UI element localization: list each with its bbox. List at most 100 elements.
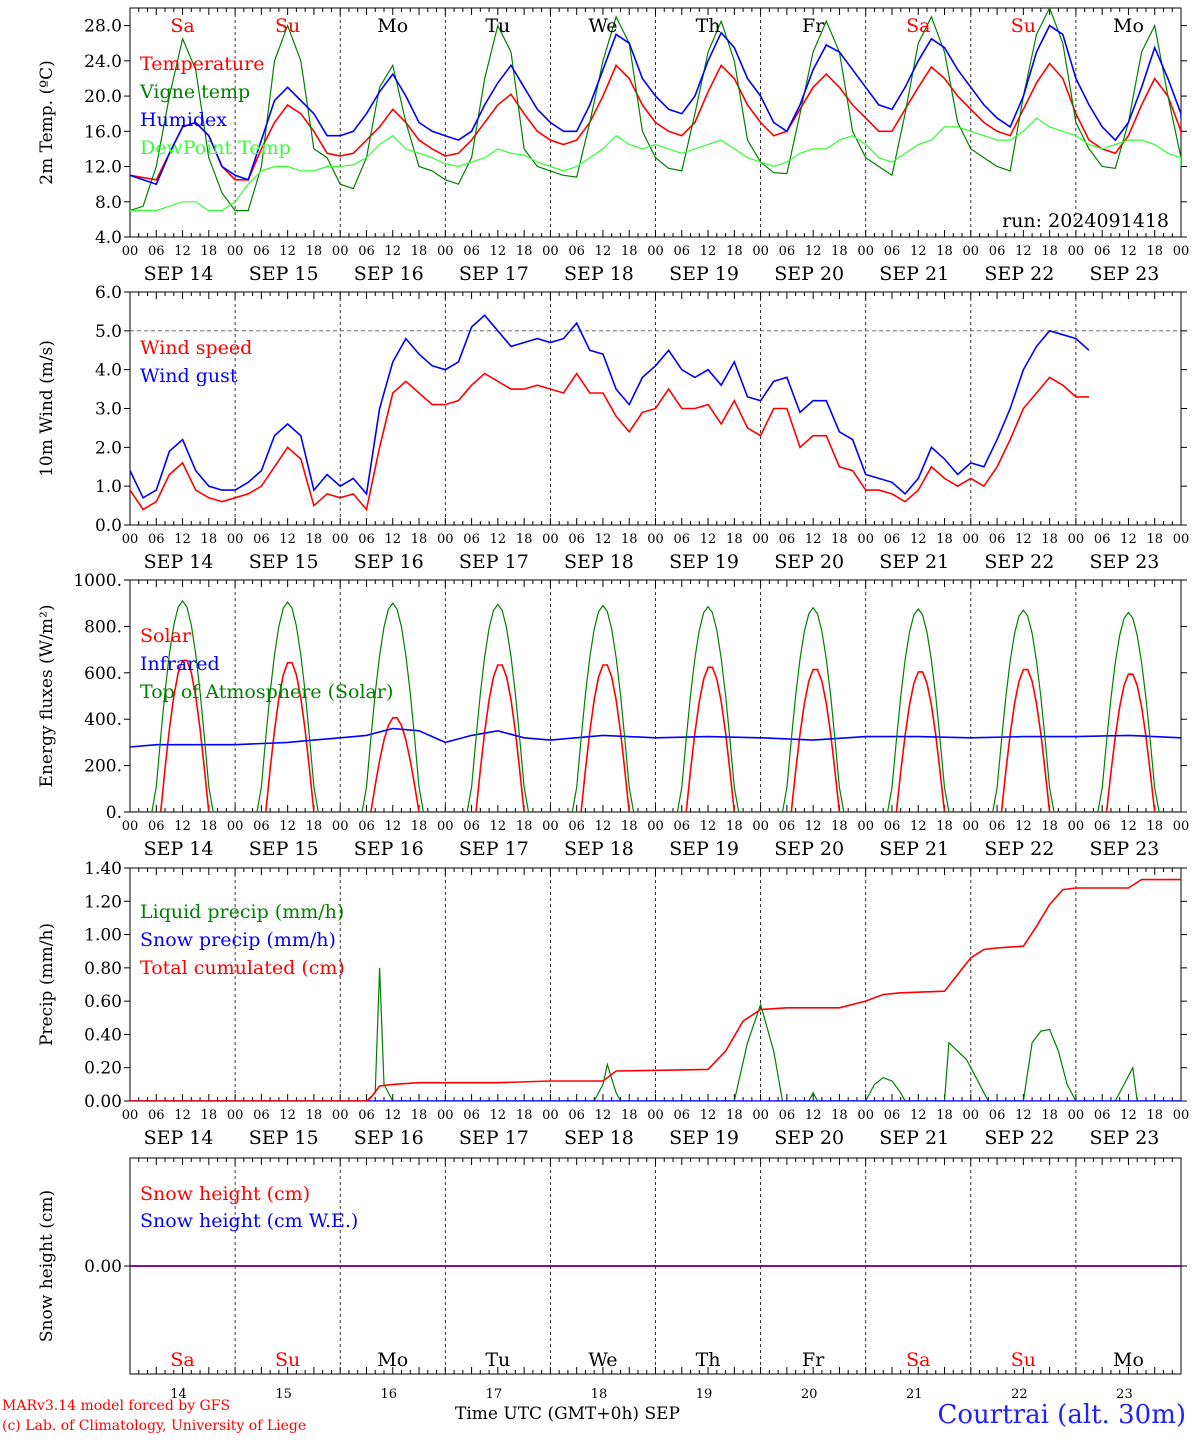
dow-label: We	[588, 1349, 617, 1371]
hour-tick-label: 12	[174, 819, 191, 834]
hour-tick-label: 06	[463, 1108, 480, 1123]
hour-tick-label: 18	[306, 819, 323, 834]
date-label: SEP 15	[249, 551, 319, 573]
y-tick-label: 0.20	[84, 1059, 122, 1079]
date-label: SEP 18	[564, 263, 634, 285]
hour-tick-label: 00	[1173, 1108, 1190, 1123]
hour-tick-label: 12	[1120, 244, 1137, 259]
date-label: SEP 17	[459, 1127, 529, 1149]
y-tick-label: 0.	[106, 803, 122, 823]
hour-tick-label: 00	[1068, 819, 1085, 834]
hour-tick-label: 00	[227, 244, 244, 259]
hour-tick-label: 00	[542, 1108, 559, 1123]
series-group	[130, 314, 1090, 512]
hour-tick-label: 12	[700, 819, 717, 834]
date-label: SEP 18	[564, 551, 634, 573]
date-label: SEP 21	[879, 551, 949, 573]
hour-tick-label: 06	[568, 819, 585, 834]
y-tick-label: 1000.	[73, 571, 122, 591]
date-label: SEP 18	[564, 838, 634, 860]
series-humidex	[130, 24, 1181, 186]
hour-tick-label: 18	[1041, 1108, 1058, 1123]
date-label: SEP 21	[879, 1127, 949, 1149]
hour-tick-label: 00	[963, 819, 980, 834]
hour-tick-label: 18	[411, 819, 428, 834]
legend-entry: Wind gust	[140, 365, 238, 387]
hour-tick-label: 00	[227, 819, 244, 834]
hour-tick-label: 00	[122, 532, 139, 547]
date-label: SEP 14	[144, 263, 214, 285]
hour-tick-label: 12	[1015, 819, 1032, 834]
hour-tick-label: 12	[910, 244, 927, 259]
y-tick-label: 20.0	[84, 87, 122, 107]
hour-tick-label: 06	[253, 532, 270, 547]
hour-tick-label: 00	[752, 532, 769, 547]
model-credit: MARv3.14 model forced by GFS	[2, 1398, 231, 1414]
hour-tick-label: 18	[411, 244, 428, 259]
day-number-label: 14	[170, 1387, 187, 1402]
y-tick-label: 0.40	[84, 1025, 122, 1045]
hour-tick-label: 00	[963, 532, 980, 547]
y-axis-label: Snow height (cm)	[37, 1190, 57, 1342]
y-tick-label: 0.80	[84, 959, 122, 979]
legend-entry: Liquid precip (mm/h)	[140, 901, 344, 923]
day-number-label: 22	[1011, 1387, 1028, 1402]
date-label: SEP 20	[774, 838, 844, 860]
hour-tick-label: 18	[306, 244, 323, 259]
hour-tick-label: 18	[411, 532, 428, 547]
hour-tick-label: 00	[122, 1108, 139, 1123]
run-label: run: 2024091418	[1002, 210, 1169, 232]
series-top-of-atmosphere-solar	[130, 599, 1181, 812]
hour-tick-label: 00	[122, 819, 139, 834]
dow-label: Sa	[906, 1349, 930, 1371]
y-tick-label: 600.	[84, 664, 122, 684]
hour-tick-label: 18	[726, 244, 743, 259]
hour-tick-label: 00	[963, 1108, 980, 1123]
legend-entry: Snow height (cm W.E.)	[140, 1210, 358, 1232]
date-label: SEP 23	[1090, 551, 1160, 573]
hour-tick-label: 06	[358, 244, 375, 259]
legend-entry: Total cumulated (cm)	[140, 957, 345, 979]
hour-tick-label: 06	[148, 819, 165, 834]
hour-tick-label: 06	[463, 819, 480, 834]
hour-tick-label: 12	[595, 819, 612, 834]
date-label: SEP 22	[984, 1127, 1054, 1149]
legend-entry: Solar	[140, 625, 192, 647]
hour-tick-label: 00	[1068, 1108, 1085, 1123]
hour-tick-label: 12	[384, 532, 401, 547]
hour-tick-label: 06	[674, 1108, 691, 1123]
date-label: SEP 14	[144, 1127, 214, 1149]
y-tick-label: 1.40	[84, 859, 122, 879]
dow-label: Th	[696, 1349, 721, 1371]
hour-tick-label: 06	[1094, 819, 1111, 834]
hour-tick-label: 00	[647, 1108, 664, 1123]
hour-tick-label: 00	[647, 819, 664, 834]
hour-tick-label: 06	[568, 244, 585, 259]
hour-tick-label: 00	[752, 244, 769, 259]
dow-label: Mo	[377, 15, 408, 37]
hour-tick-label: 18	[936, 1108, 953, 1123]
hour-tick-label: 06	[884, 244, 901, 259]
hour-tick-label: 00	[857, 1108, 874, 1123]
y-tick-label: 0.00	[84, 1092, 122, 1112]
hour-tick-label: 06	[779, 1108, 796, 1123]
y-tick-label: 28.0	[84, 17, 122, 37]
y-tick-label: 8.0	[95, 193, 122, 213]
hour-tick-label: 06	[1094, 1108, 1111, 1123]
hour-tick-label: 06	[884, 819, 901, 834]
hour-tick-label: 18	[201, 244, 218, 259]
hour-tick-label: 00	[1068, 532, 1085, 547]
y-tick-label: 1.00	[84, 926, 122, 946]
series-infrared	[130, 727, 1181, 748]
y-axis-label: Energy fluxes (W/m²)	[37, 605, 57, 788]
hour-tick-label: 18	[516, 244, 533, 259]
legend-entry: Top of Atmosphere (Solar)	[140, 681, 393, 703]
date-label: SEP 15	[249, 1127, 319, 1149]
legend-entry: Vigne temp	[139, 81, 250, 103]
y-tick-label: 12.0	[84, 158, 122, 178]
date-label: SEP 23	[1090, 1127, 1160, 1149]
hour-tick-label: 06	[989, 532, 1006, 547]
hour-tick-label: 18	[1041, 819, 1058, 834]
hour-tick-label: 00	[542, 819, 559, 834]
hour-tick-label: 18	[831, 819, 848, 834]
